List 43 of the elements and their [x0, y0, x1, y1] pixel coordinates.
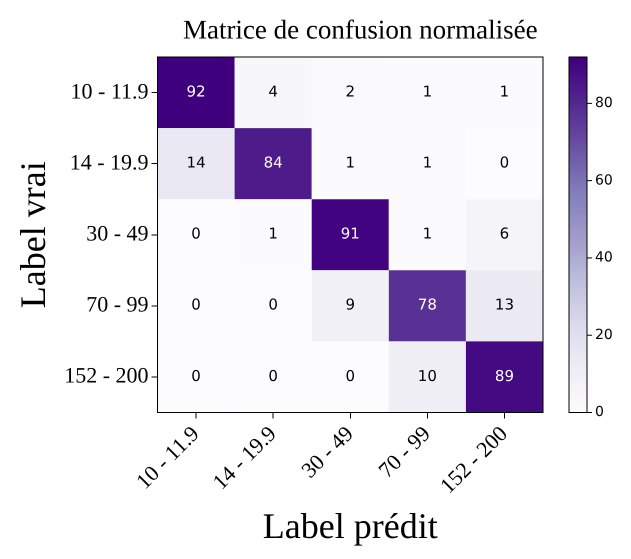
- data-label: 0: [345, 366, 356, 385]
- y-tick-label: 30 - 49: [86, 220, 149, 246]
- y-tick-label: 70 - 99: [86, 292, 149, 317]
- chart-title: Matrice de confusion normalisée: [182, 14, 538, 45]
- data-label: 13: [494, 296, 514, 314]
- y-tick-label: 152 - 200: [64, 362, 149, 388]
- data-label: 2: [345, 82, 356, 100]
- color-bar-label: 60: [595, 172, 613, 188]
- data-label: 92: [186, 82, 206, 100]
- data-label: 0: [268, 366, 278, 385]
- data-label: 9: [345, 296, 356, 314]
- data-label: 1: [268, 224, 278, 243]
- x-tick-label: 70 - 99: [373, 420, 435, 483]
- data-label: 4: [268, 82, 278, 100]
- x-tick-label: 10 - 11.9: [130, 420, 204, 494]
- y-axis-title: Label vrai: [13, 161, 54, 308]
- data-label: 6: [500, 224, 510, 243]
- y-tick-label: 10 - 11.9: [70, 78, 149, 104]
- data-label: 0: [191, 296, 201, 314]
- data-label: 1: [500, 82, 510, 100]
- data-label: 14: [186, 154, 206, 172]
- x-tick-label: 14 - 19.9: [207, 420, 281, 494]
- x-tick-label: 30 - 49: [296, 420, 358, 483]
- data-label: 91: [340, 224, 360, 243]
- data-label: 84: [264, 154, 283, 172]
- data-label: 78: [418, 296, 437, 314]
- data-label: 10: [418, 366, 437, 385]
- data-label: 0: [191, 224, 201, 243]
- data-label: 0: [268, 296, 278, 314]
- data-label: 1: [422, 154, 432, 172]
- y-tick-label: 14 - 19.9: [70, 149, 149, 174]
- data-label: 1: [422, 224, 432, 243]
- color-bar-label: 0: [595, 404, 604, 420]
- x-tick-label: 152 - 200: [434, 420, 512, 498]
- data-label: 1: [345, 154, 356, 172]
- color-bar-label: 20: [595, 326, 613, 343]
- x-axis-title: Label prédit: [262, 506, 438, 546]
- data-label: 0: [500, 154, 510, 172]
- color-bar-label: 80: [595, 95, 613, 112]
- color-bar-label: 40: [595, 250, 613, 266]
- data-label: 0: [191, 366, 201, 385]
- data-label: 89: [494, 366, 514, 385]
- data-label: 1: [422, 82, 432, 100]
